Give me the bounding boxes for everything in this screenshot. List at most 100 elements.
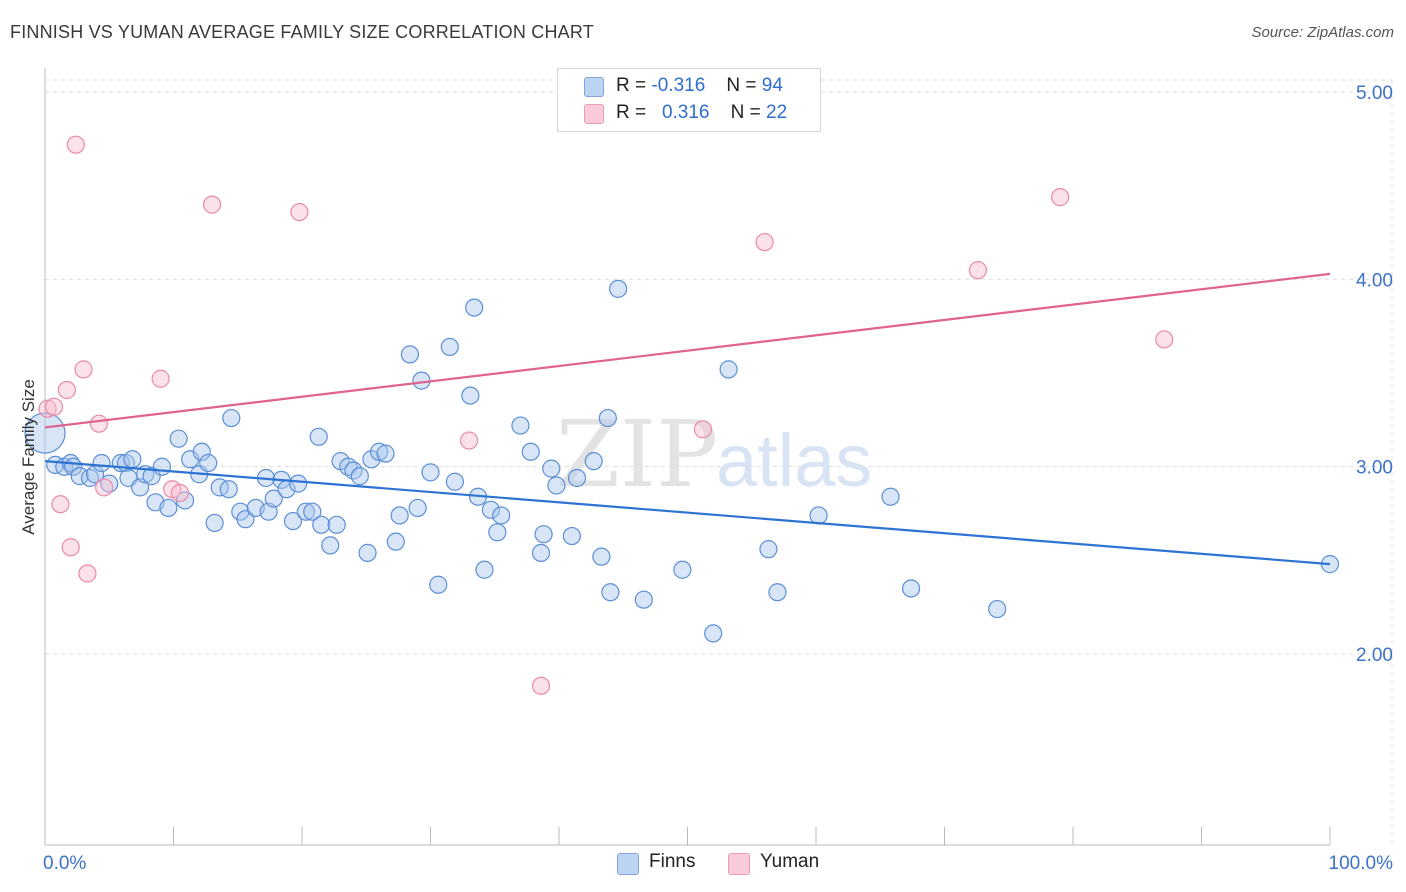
finns-point (350, 467, 369, 486)
finns-point (312, 515, 331, 534)
trend-lines (44, 272, 1331, 566)
finns-point (440, 337, 459, 357)
yuman-point (968, 261, 988, 280)
finns-point (475, 560, 494, 579)
x-tick-label-max: 100.0% (1329, 853, 1394, 874)
yuman-point (151, 369, 170, 388)
finns-point (531, 543, 551, 562)
finns-point (584, 452, 603, 471)
finns-point (205, 513, 224, 533)
finns-point (704, 624, 723, 643)
yuman-trend-line (44, 272, 1331, 429)
yuman-point (531, 676, 551, 695)
finns-point (988, 599, 1007, 619)
r-label: R = (616, 75, 647, 96)
y-axis-label: Average Family Size (19, 379, 38, 535)
finns-point (598, 408, 617, 428)
finns-point (92, 453, 111, 473)
finns-point (327, 515, 346, 534)
yuman-point (89, 414, 109, 433)
yuman-legend-label: Yuman (760, 851, 820, 872)
yuman-point (459, 431, 479, 450)
finns-point (283, 511, 303, 531)
watermark-zip: ZIP (556, 401, 718, 508)
finns-point (421, 463, 440, 482)
source-label: Source: ZipAtlas.com (1251, 24, 1394, 41)
finns-point (759, 540, 778, 559)
finns-swatch (584, 77, 604, 97)
finns-point (634, 590, 653, 609)
finns-point (601, 583, 620, 602)
y-tick-label: 4.00 (1356, 270, 1393, 291)
yuman-point (74, 360, 93, 379)
finns-point (492, 506, 511, 525)
finns-point (123, 450, 142, 469)
finns-point (445, 472, 465, 491)
finns-point (673, 560, 692, 579)
finns-point (429, 575, 448, 594)
finns-point (881, 487, 900, 506)
finns-point (222, 408, 241, 428)
y-tick-label: 2.00 (1356, 645, 1393, 666)
finns-point (768, 583, 787, 602)
data-points (24, 135, 1340, 695)
finns-point (408, 498, 427, 518)
finns-point (461, 386, 480, 405)
finns-point (192, 442, 211, 461)
yuman-swatch (584, 104, 604, 124)
finns-point (542, 459, 561, 478)
y-tick-label: 5.00 (1356, 83, 1393, 104)
finns-legend-label: Finns (649, 851, 696, 872)
finns-point (390, 506, 409, 525)
finns-point (199, 453, 218, 473)
finns-point (321, 536, 340, 555)
finns-point (412, 371, 431, 390)
finns-point (488, 523, 507, 542)
yuman-point (78, 564, 97, 583)
finns-point (719, 360, 738, 379)
r-label: R = (616, 102, 647, 123)
finns-point (567, 468, 587, 488)
finns-point (534, 525, 553, 544)
finns-point (309, 427, 328, 446)
finns-point (592, 547, 611, 566)
finns-point (169, 429, 188, 448)
yuman-point (290, 202, 309, 222)
y-tick-label: 3.00 (1356, 458, 1393, 479)
finns-point (511, 416, 530, 435)
n-label: N = (726, 75, 757, 96)
yuman-point (202, 195, 222, 214)
finns-r-value: -0.316 (651, 75, 706, 96)
finns-point (210, 478, 229, 497)
finns-point (547, 476, 566, 495)
finns-point (609, 279, 628, 298)
finns-point (296, 502, 315, 521)
yuman-point (38, 399, 57, 418)
yuman-point (1155, 330, 1174, 349)
finns-point (236, 510, 255, 529)
finns-point (809, 506, 828, 525)
finns-point (400, 345, 420, 364)
finns-point (386, 532, 405, 551)
finns-point (481, 500, 500, 519)
finns-point (901, 579, 921, 598)
watermark-atlas: atlas (716, 419, 872, 502)
yuman-point (66, 135, 85, 154)
finns-point (521, 442, 540, 461)
yuman-point (44, 397, 64, 416)
correlation-legend: R = -0.316 N = 94 R = 0.316 N = 22 (557, 68, 821, 132)
yuman-point (51, 495, 70, 514)
finns-point (289, 474, 308, 493)
yuman-point (95, 478, 114, 497)
yuman-r-value: 0.316 (661, 102, 710, 123)
finns-legend-swatch (617, 853, 639, 875)
chart-title: FINNISH VS YUMAN AVERAGE FAMILY SIZE COR… (10, 22, 594, 42)
finns-point (219, 480, 238, 499)
axes (44, 68, 1331, 846)
n-label: N = (730, 102, 761, 123)
finns-point (358, 543, 377, 562)
yuman-point (755, 232, 774, 252)
finns-n-value: 94 (761, 75, 783, 96)
x-tick-label-min: 0.0% (43, 853, 86, 874)
finns-point (159, 498, 178, 518)
